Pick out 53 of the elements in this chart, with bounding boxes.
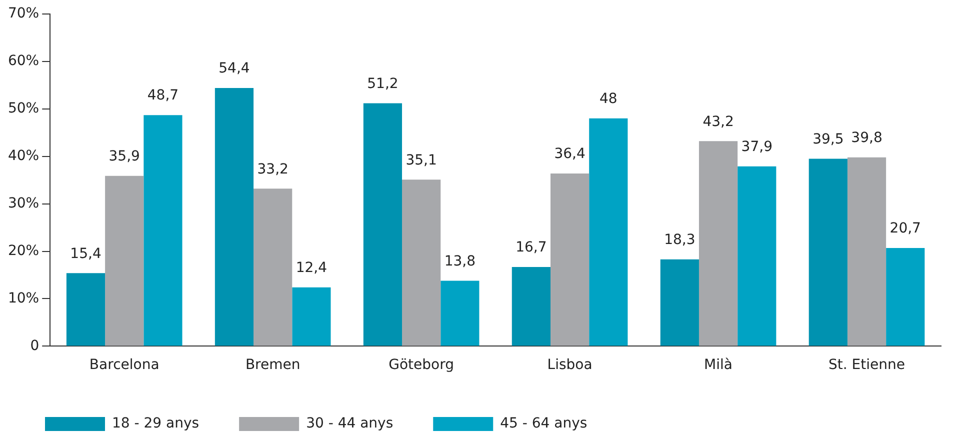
bar bbox=[738, 166, 776, 346]
data-label: 13,8 bbox=[444, 253, 476, 270]
bar bbox=[847, 157, 886, 346]
y-tick-label: 0 bbox=[30, 338, 40, 354]
bar bbox=[589, 118, 628, 346]
legend-label: 18 - 29 anys bbox=[112, 416, 200, 432]
bar bbox=[105, 176, 144, 346]
data-label: 48 bbox=[599, 91, 618, 108]
data-label: 33,2 bbox=[257, 161, 288, 178]
data-label: 18,3 bbox=[664, 232, 696, 248]
y-tick-label: 20% bbox=[8, 242, 40, 259]
data-label: 20,7 bbox=[890, 220, 921, 237]
y-tick-label: 40% bbox=[8, 148, 40, 164]
bar bbox=[440, 280, 480, 346]
data-label: 39,5 bbox=[812, 131, 844, 148]
bar bbox=[698, 141, 738, 346]
bar bbox=[254, 188, 292, 346]
data-label: 15,4 bbox=[70, 246, 102, 262]
data-label: 43,2 bbox=[702, 114, 734, 130]
data-label: 36,4 bbox=[554, 146, 586, 162]
legend-label: 30 - 44 anys bbox=[306, 416, 394, 432]
y-tick-label: 60% bbox=[8, 53, 40, 70]
x-tick-label: Barcelona bbox=[89, 357, 160, 374]
bar bbox=[66, 273, 106, 346]
y-tick-label: 70% bbox=[8, 6, 40, 22]
data-label: 51,2 bbox=[367, 76, 398, 92]
bar bbox=[886, 248, 925, 346]
x-tick-label: Milà bbox=[704, 357, 732, 374]
data-label: 16,7 bbox=[516, 240, 547, 256]
data-label: 12,4 bbox=[296, 260, 328, 276]
y-tick-label: 10% bbox=[8, 290, 40, 306]
bar bbox=[660, 259, 699, 346]
data-label: 39,8 bbox=[851, 130, 882, 146]
y-tick-label: 30% bbox=[8, 195, 40, 212]
data-label: 35,9 bbox=[108, 148, 140, 164]
legend-label: 45 - 64 anys bbox=[500, 416, 588, 432]
bar bbox=[292, 287, 331, 346]
x-tick-label: Bremen bbox=[245, 357, 300, 374]
data-label: 48,7 bbox=[147, 88, 179, 104]
bar bbox=[214, 88, 254, 346]
bar bbox=[808, 158, 848, 346]
bar bbox=[512, 266, 550, 346]
data-label: 54,4 bbox=[218, 60, 250, 77]
data-label: 35,1 bbox=[406, 152, 437, 168]
data-label: 37,9 bbox=[741, 138, 772, 155]
x-tick-label: St. Etienne bbox=[828, 357, 905, 374]
bar bbox=[144, 115, 182, 346]
x-tick-label: Lisboa bbox=[547, 357, 592, 374]
bar bbox=[402, 180, 441, 346]
bar bbox=[363, 103, 402, 346]
bar bbox=[550, 173, 590, 346]
x-tick-label: Göteborg bbox=[388, 357, 454, 374]
y-tick-label: 50% bbox=[8, 100, 40, 117]
